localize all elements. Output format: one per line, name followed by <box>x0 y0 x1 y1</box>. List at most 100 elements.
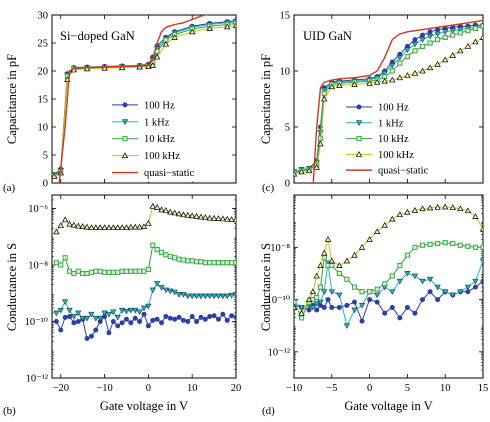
data-point <box>110 318 116 324</box>
data-point <box>198 259 204 265</box>
panel-annotation: UID GaN <box>303 29 352 43</box>
panel-c: 0 5 10 15 UID GaN 100 Hz 1 kHz 10 kHz 100 kHz qua… <box>259 11 484 194</box>
data-point <box>457 30 463 36</box>
data-point <box>110 309 117 316</box>
data-point <box>313 272 320 279</box>
data-point <box>171 289 178 296</box>
legend-marker <box>355 151 363 157</box>
data-point <box>105 311 113 318</box>
data-point <box>479 34 483 40</box>
data-point <box>442 203 449 210</box>
data-point <box>389 289 396 295</box>
y-tick-label: 5 <box>285 123 290 134</box>
data-point <box>480 278 483 284</box>
data-point <box>472 244 478 250</box>
data-point <box>167 288 174 295</box>
data-point <box>419 43 426 49</box>
data-point <box>159 320 165 326</box>
data-point <box>298 309 305 316</box>
data-point <box>158 249 165 255</box>
data-point <box>118 224 126 231</box>
legend-entry: quasi−static <box>144 168 195 179</box>
data-point <box>145 303 152 310</box>
data-point <box>176 256 182 262</box>
data-point <box>480 244 483 250</box>
data-point <box>62 299 69 305</box>
legend-entry: 100 kHz <box>144 151 180 162</box>
data-point <box>464 207 472 214</box>
data-point <box>185 258 191 264</box>
data-point <box>374 299 380 305</box>
data-point <box>480 23 483 29</box>
data-point <box>150 242 156 248</box>
data-point <box>465 243 471 249</box>
data-point <box>154 316 160 322</box>
data-point <box>189 258 195 264</box>
legend-marker <box>122 136 128 142</box>
data-point <box>211 313 217 319</box>
data-point <box>119 268 125 274</box>
data-point <box>435 297 441 303</box>
data-point <box>389 68 395 74</box>
data-point <box>442 289 449 295</box>
x-tick-label: 15 <box>478 383 489 394</box>
data-point <box>442 34 448 40</box>
data-point <box>435 240 441 247</box>
data-point <box>449 204 456 211</box>
data-point <box>366 79 373 86</box>
data-point <box>397 315 403 321</box>
data-point <box>373 228 381 234</box>
data-point <box>132 268 138 274</box>
data-point <box>71 270 77 277</box>
data-point <box>172 255 178 261</box>
data-point <box>211 260 217 266</box>
data-point <box>359 289 365 295</box>
data-point <box>351 284 358 290</box>
data-point <box>457 242 463 248</box>
data-point <box>442 56 449 63</box>
data-point <box>305 296 313 303</box>
y-tick-label: 10⁻⁸ <box>28 260 48 271</box>
data-point <box>224 23 231 30</box>
data-point <box>194 318 200 324</box>
plot-frame <box>293 194 484 379</box>
data-point <box>96 224 104 231</box>
data-point <box>137 268 143 274</box>
legend-entry: quasi−static <box>378 166 429 177</box>
series-group <box>52 15 236 183</box>
data-point <box>419 205 426 212</box>
data-point <box>105 224 113 231</box>
data-point <box>58 262 64 268</box>
data-point <box>343 257 351 264</box>
data-point <box>219 215 227 222</box>
data-point <box>305 167 313 174</box>
panel-annotation: Si−doped GaN <box>60 29 135 43</box>
legend-marker <box>121 119 129 125</box>
plot-frame <box>51 194 237 379</box>
data-point <box>140 305 148 312</box>
data-point <box>426 204 434 211</box>
legend-entry: 100 Hz <box>378 103 409 114</box>
data-point <box>457 289 464 295</box>
data-point <box>137 318 143 324</box>
data-point <box>162 287 170 294</box>
data-point <box>472 25 478 31</box>
data-point <box>449 51 456 58</box>
data-point <box>434 60 441 67</box>
data-point <box>207 314 213 320</box>
data-point <box>66 268 73 274</box>
panel-letter: (c) <box>262 182 275 194</box>
data-point <box>411 206 419 213</box>
x-tick-label: 0 <box>146 383 151 394</box>
data-point <box>465 28 471 34</box>
data-point <box>382 310 388 316</box>
data-point <box>427 29 433 35</box>
y-tick-label: 0 <box>43 179 48 190</box>
data-point <box>75 318 81 324</box>
data-point <box>233 314 236 320</box>
data-point <box>382 281 388 287</box>
data-point <box>294 304 298 310</box>
data-point <box>381 221 388 228</box>
data-point <box>118 64 126 71</box>
